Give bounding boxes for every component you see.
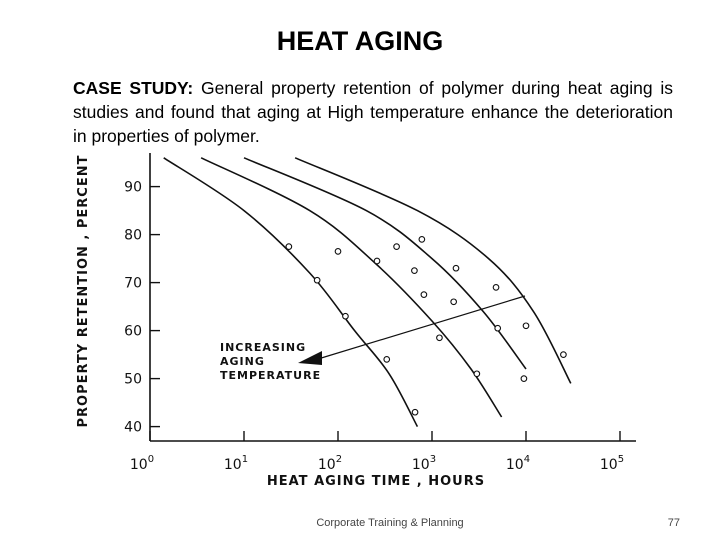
y-tick-label: 70 — [124, 276, 142, 292]
x-tick-label: 105 — [600, 454, 624, 473]
page-number: 77 — [667, 517, 680, 529]
y-tick-label: 40 — [124, 420, 142, 436]
data-point — [452, 264, 460, 272]
y-tick-label: 90 — [124, 180, 142, 196]
data-point — [411, 408, 419, 416]
x-tick-label: 101 — [224, 454, 248, 473]
annotation-line-2: AGING — [220, 355, 265, 368]
case-study-label: CASE STUDY: — [73, 78, 194, 98]
retention-curves — [163, 157, 572, 427]
data-point — [494, 324, 502, 332]
case-study-paragraph: CASE STUDY: General property retention o… — [73, 76, 673, 148]
retention-points — [285, 236, 567, 416]
data-point — [450, 298, 458, 306]
data-point — [342, 312, 349, 320]
data-point — [420, 291, 428, 298]
data-point — [334, 248, 342, 255]
x-tick-label: 103 — [412, 454, 436, 473]
data-point — [418, 236, 426, 243]
data-point — [520, 375, 528, 382]
annotation-arrow-line — [317, 295, 526, 360]
data-point — [560, 351, 567, 358]
data-point — [313, 276, 321, 284]
data-point — [373, 257, 381, 265]
data-point — [522, 322, 530, 330]
annotation-line-1: INCREASING — [220, 341, 306, 354]
heat-aging-chart: 100 101 102 103 104 105 90 80 70 60 50 40 HEAT AGI… — [76, 153, 636, 489]
y-axis-label: PROPERTY RETENTION , PERCENT — [76, 155, 91, 428]
annotation-arrowhead — [298, 351, 322, 365]
annotation-line-3: TEMPERATURE — [220, 369, 321, 382]
retention-curve-4 — [294, 157, 572, 384]
y-tick-labels: 90 80 70 60 50 40 — [124, 180, 160, 436]
x-tick-label: 102 — [318, 454, 342, 473]
footer-text: Corporate Training & Planning — [316, 517, 464, 529]
retention-curve-3 — [243, 157, 527, 370]
data-point — [411, 267, 418, 274]
x-tick-label: 100 — [130, 454, 154, 473]
x-tick-label: 104 — [506, 454, 530, 473]
x-axis-label: HEAT AGING TIME , HOURS — [267, 474, 485, 489]
case-study-text: General property retention of polymer du… — [73, 78, 673, 146]
slide-title: HEAT AGING — [276, 26, 444, 56]
data-point — [473, 370, 481, 378]
y-tick-label: 60 — [124, 324, 142, 340]
y-tick-label: 80 — [124, 228, 142, 244]
retention-curve-1 — [163, 157, 419, 427]
data-point — [393, 243, 400, 250]
chart-axes — [149, 153, 636, 442]
data-point — [436, 334, 443, 342]
data-point — [285, 243, 293, 250]
data-point — [492, 284, 500, 291]
y-tick-label: 50 — [124, 372, 142, 388]
x-tick-labels: 100 101 102 103 104 105 — [130, 431, 624, 473]
retention-curve-2 — [200, 157, 503, 418]
data-point — [383, 356, 391, 363]
